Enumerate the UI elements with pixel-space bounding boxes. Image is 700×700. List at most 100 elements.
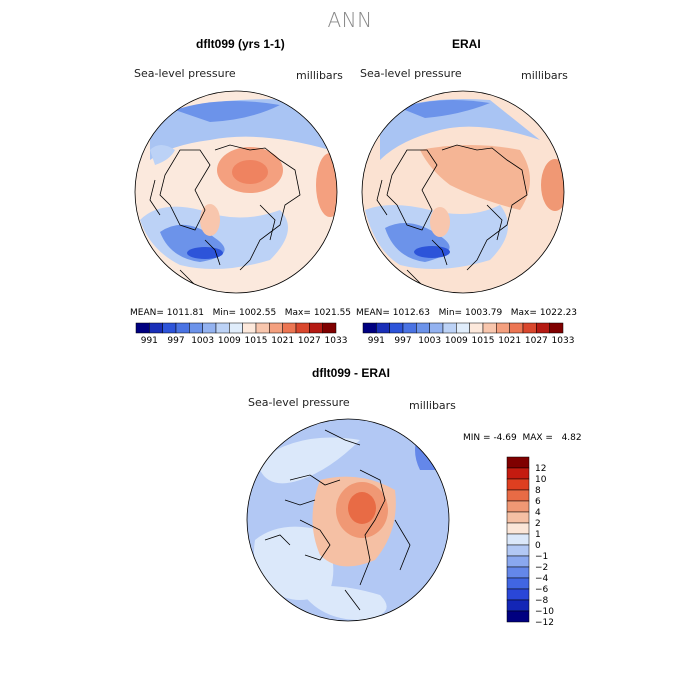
figure-title: ANN — [327, 8, 373, 32]
colorbar-tick-label: 0 — [535, 541, 541, 551]
variable-label-obs: Sea-level pressure — [360, 67, 462, 80]
colorbar-swatch — [506, 599, 530, 612]
colorbar-swatch — [506, 566, 530, 579]
map-border-model — [134, 90, 338, 294]
colorbar-tick-label: 1033 — [325, 336, 348, 346]
variable-label-difference: Sea-level pressure — [248, 396, 350, 409]
colorbar-swatch — [482, 322, 497, 334]
colorbar-swatch — [506, 533, 530, 546]
mean-label: MEAN= — [130, 308, 164, 318]
colorbar-tick-label: 2 — [535, 519, 541, 529]
colorbar-swatch — [269, 322, 283, 334]
colorbar-tick-label: 12 — [535, 464, 546, 474]
units-label-difference: millibars — [409, 399, 456, 412]
colorbar-tick-label: −12 — [535, 618, 554, 628]
colorbar-tick-label: 997 — [394, 336, 411, 346]
stats-model: MEAN= 1011.81 Min= 1002.55 Max= 1021.55 — [130, 308, 351, 318]
colorbar-swatch — [506, 610, 530, 623]
colorbar-tick-label: 1015 — [245, 336, 268, 346]
colorbar-tick-label: 1003 — [418, 336, 441, 346]
mean-value: 1011.81 — [166, 308, 204, 318]
colorbar-tick-label: 1009 — [445, 336, 468, 346]
colorbar-swatch — [362, 322, 377, 334]
stats-obs: MEAN= 1012.63 Min= 1003.79 Max= 1022.23 — [356, 308, 577, 318]
polar-map-obs — [362, 91, 564, 293]
max-label: MAX = — [522, 433, 553, 443]
colorbar-swatch — [135, 322, 150, 334]
mean-label: MEAN= — [356, 308, 390, 318]
colorbar-tick-label: −10 — [535, 607, 554, 617]
max-label: Max= — [284, 308, 311, 318]
max-value: 4.82 — [561, 433, 582, 443]
colorbar-swatch — [322, 322, 337, 334]
polar-map-difference — [247, 419, 449, 621]
colorbar-swatch — [442, 322, 457, 334]
stats-difference: MIN = -4.69 MAX = 4.82 — [463, 433, 582, 443]
max-label: Max= — [510, 308, 537, 318]
colorbar-swatch — [242, 322, 257, 334]
colorbar-swatch — [506, 511, 530, 524]
min-label: Min= — [438, 308, 463, 318]
colorbar-tick-label: 1021 — [498, 336, 521, 346]
colorbar-swatch — [456, 322, 470, 334]
colorbar-tick-label: −6 — [535, 585, 549, 595]
colorbar-tick-label: −1 — [535, 552, 548, 562]
max-value: 1021.55 — [313, 308, 352, 318]
colorbar-swatch — [149, 322, 163, 334]
colorbar-swatch — [175, 322, 190, 334]
colorbar-swatch — [309, 322, 323, 334]
colorbar-tick-label: 1033 — [552, 336, 575, 346]
min-value: 1003.79 — [464, 308, 503, 318]
colorbar-obs: 991 997 1003 1009 1015 1021 1027 1033 — [362, 322, 575, 346]
max-value: 1022.23 — [539, 308, 578, 318]
colorbar-swatch — [536, 322, 550, 334]
colorbar-swatch — [506, 555, 530, 568]
colorbar-tick-label: 1 — [535, 530, 541, 540]
colorbar-swatch — [506, 478, 530, 491]
colorbar-swatch — [506, 456, 530, 469]
colorbar-tick-label: −8 — [535, 596, 549, 606]
colorbar-tick-label: 8 — [535, 486, 541, 496]
colorbar-swatch — [506, 577, 530, 590]
colorbar-swatch — [522, 322, 537, 334]
colorbar-swatch — [549, 322, 564, 334]
colorbar-swatch — [496, 322, 510, 334]
colorbar-swatch — [295, 322, 310, 334]
colorbar-tick-label: 1003 — [191, 336, 214, 346]
min-label: Min= — [212, 308, 237, 318]
colorbar-tick-label: 997 — [167, 336, 184, 346]
colorbar-swatch — [229, 322, 243, 334]
min-label: MIN = — [463, 433, 491, 443]
colorbar-tick-label: 1015 — [472, 336, 495, 346]
colorbar-swatch — [416, 322, 430, 334]
mean-value: 1012.63 — [392, 308, 430, 318]
colorbar-swatch — [469, 322, 484, 334]
colorbar-tick-label: −2 — [535, 563, 548, 573]
polar-map-model — [135, 91, 337, 293]
colorbar-swatch — [506, 522, 530, 535]
colorbar-tick-label: 991 — [368, 336, 385, 346]
min-value: 1002.55 — [238, 308, 277, 318]
colorbar-tick-label: 1027 — [525, 336, 548, 346]
colorbar-swatch — [509, 322, 524, 334]
colorbar-swatch — [202, 322, 217, 334]
units-label-obs: millibars — [521, 69, 568, 82]
colorbar-swatch — [389, 322, 404, 334]
colorbar-swatch — [255, 322, 270, 334]
colorbar-swatch — [429, 322, 444, 334]
colorbar-tick-label: 10 — [535, 475, 547, 485]
map-border-difference — [246, 418, 450, 622]
variable-label-model: Sea-level pressure — [134, 67, 236, 80]
panel-title-obs: ERAI — [452, 37, 481, 51]
colorbar-swatch — [506, 500, 530, 513]
colorbar-swatch — [282, 322, 297, 334]
colorbar-tick-label: 1027 — [298, 336, 321, 346]
map-border-obs — [361, 90, 565, 294]
colorbar-tick-label: −4 — [535, 574, 549, 584]
colorbar-swatch — [506, 467, 530, 480]
colorbar-swatch — [376, 322, 390, 334]
colorbar-swatch — [506, 489, 530, 502]
colorbar-model: 991 997 1003 1009 1015 1021 1027 1033 — [135, 322, 348, 346]
